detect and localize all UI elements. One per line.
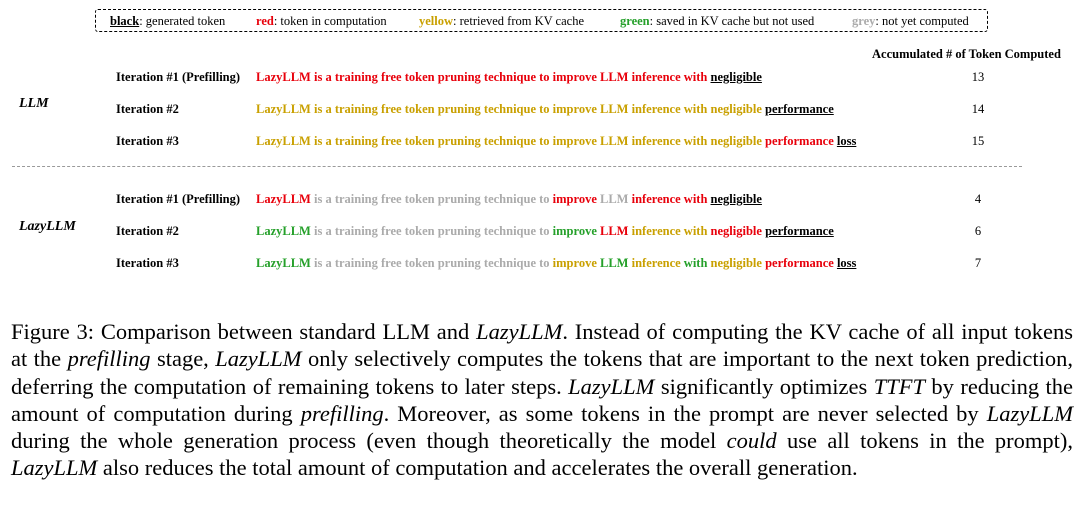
color-legend: black: generated token red: token in com… [95, 9, 988, 32]
caption-italic: could [726, 428, 777, 454]
token-black: loss [836, 134, 857, 148]
iteration-label: Iteration #2 [116, 102, 179, 116]
token-yellow: inference [631, 256, 681, 270]
iteration-label: Iteration #3 [116, 256, 179, 270]
legend-green: green: saved in KV cache but not used [620, 14, 815, 28]
group-label-lazyllm: LazyLLM [19, 219, 76, 234]
token-red: LLM [600, 224, 629, 238]
token-sentence: LazyLLM is a training free token pruning… [256, 192, 762, 207]
caption-italic: prefilling [300, 400, 384, 426]
llm-row-1: Iteration #1 (Prefilling) LazyLLM is a t… [0, 70, 1080, 88]
token-yellow: improve [552, 256, 597, 270]
lazyllm-row-3: Iteration #3 LazyLLM is a training free … [0, 256, 1080, 274]
token-red: LazyLLM is a training free token pruning… [256, 70, 708, 84]
token-sentence: LazyLLM is a training free token pruning… [256, 134, 856, 149]
token-black: loss [836, 256, 857, 270]
caption-italic: LazyLLM [986, 400, 1073, 426]
token-grey: is a training free token pruning techniq… [313, 192, 550, 206]
lazyllm-row-2: Iteration #2 LazyLLM is a training free … [0, 224, 1080, 242]
caption-text: only selectively computes the tokens tha… [11, 346, 1074, 399]
caption-italic: TTFT [873, 373, 925, 399]
token-black: negligible [710, 70, 762, 84]
token-count: 4 [974, 192, 982, 206]
token-red: inference with [631, 192, 708, 206]
token-red: LazyLLM [256, 192, 311, 206]
token-green: LazyLLM [256, 256, 311, 270]
legend-red: red: token in computation [256, 14, 387, 28]
token-red: negligible [710, 224, 762, 238]
iteration-label: Iteration #1 (Prefilling) [116, 192, 241, 206]
token-green: LazyLLM [256, 224, 311, 238]
token-sentence: LazyLLM is a training free token pruning… [256, 256, 856, 271]
caption-text: significantly optimizes [654, 373, 874, 399]
llm-row-2: Iteration #2 LazyLLM is a training free … [0, 102, 1080, 120]
figure-caption: Figure 3: Comparison between standard LL… [11, 318, 1073, 482]
caption-italic: LazyLLM [11, 455, 98, 481]
caption-text: . Moreover, as some tokens in the prompt… [383, 400, 987, 426]
accumulated-header: Accumulated # of Token Computed [872, 47, 1061, 61]
iteration-label: Iteration #1 (Prefilling) [116, 70, 241, 84]
token-yellow: LazyLLM is a training free token pruning… [256, 102, 762, 116]
token-green: with [683, 256, 708, 270]
legend-grey: grey: not yet computed [852, 14, 969, 28]
token-grey: LLM [600, 192, 629, 206]
token-yellow: LazyLLM is a training free token pruning… [256, 134, 762, 148]
token-black: negligible [710, 192, 762, 206]
caption-text: by reducing the amount of computation du… [11, 373, 1073, 426]
token-count: 14 [971, 102, 985, 116]
caption-text: use all tokens in the prompt), [776, 428, 1073, 454]
iteration-label: Iteration #2 [116, 224, 179, 238]
caption-text: also reduces the total amount of computa… [97, 455, 858, 481]
token-sentence: LazyLLM is a training free token pruning… [256, 70, 762, 85]
legend-yellow: yellow: retrieved from KV cache [419, 14, 584, 28]
token-grey: is a training free token pruning techniq… [313, 256, 550, 270]
caption-text: during the whole generation process (eve… [11, 428, 727, 454]
token-sentence: LazyLLM is a training free token pruning… [256, 102, 834, 117]
lazyllm-row-1: Iteration #1 (Prefilling) LazyLLM is a t… [0, 192, 1080, 210]
token-sentence: LazyLLM is a training free token pruning… [256, 224, 834, 239]
token-red: performance [765, 256, 834, 270]
section-divider [12, 166, 1022, 167]
token-yellow: negligible [710, 256, 762, 270]
token-black: performance [765, 102, 834, 116]
token-count: 13 [971, 70, 985, 84]
caption-text: stage, [150, 346, 216, 372]
token-grey: is a training free token pruning techniq… [313, 224, 550, 238]
caption-italic: LazyLLM [476, 319, 563, 344]
llm-row-3: Iteration #3 LazyLLM is a training free … [0, 134, 1080, 152]
token-count: 7 [974, 256, 982, 270]
iteration-label: Iteration #3 [116, 134, 179, 148]
token-red: improve [552, 192, 597, 206]
token-black: performance [765, 224, 834, 238]
token-green: LLM [600, 256, 629, 270]
caption-italic: LazyLLM [215, 346, 302, 372]
token-count: 15 [971, 134, 985, 148]
caption-italic: prefilling [67, 346, 151, 372]
caption-text: Figure 3: Comparison between standard LL… [11, 319, 477, 344]
legend-black: black: generated token [110, 14, 226, 28]
token-red: performance [765, 134, 834, 148]
caption-text: . Instead of computing the KV cache of a… [11, 319, 1073, 372]
group-label-llm: LLM [19, 96, 49, 111]
token-count: 6 [974, 224, 982, 238]
token-yellow: inference with [631, 224, 708, 238]
token-green: improve [552, 224, 597, 238]
caption-italic: LazyLLM [568, 373, 655, 399]
